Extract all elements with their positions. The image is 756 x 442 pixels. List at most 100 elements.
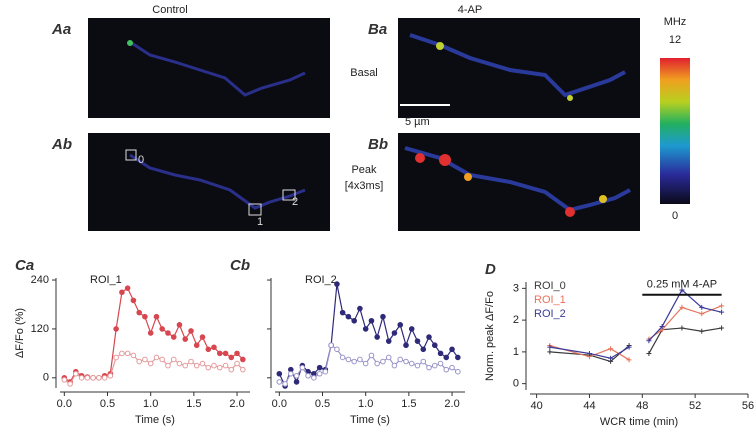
marker [136,358,142,365]
marker [368,352,375,359]
panel-label: Aa [51,21,71,38]
colorbar-max: 12 [669,34,681,46]
marker [276,379,283,385]
marker [96,375,102,381]
x-tick-label: 52 [689,400,701,412]
marker [130,297,137,304]
hotspot [436,42,444,50]
marker [626,344,632,350]
marker [397,356,404,363]
marker [679,287,685,293]
marker [147,360,154,367]
x-tick-label: 48 [636,400,648,412]
x-tick-label: 2.0 [444,398,459,410]
hotspot [127,40,133,46]
marker [362,326,369,332]
series-line [549,288,722,359]
marker [351,317,357,324]
marker [345,313,352,320]
marker [626,357,632,363]
marker [646,338,652,344]
colorbar [660,58,690,204]
x-axis-label: Time (s) [135,414,175,426]
marker [449,346,455,353]
marker [699,328,705,334]
marker [328,342,334,349]
panel-label: Cb [230,257,250,274]
series-line [279,344,459,385]
row-label: [4x3ms] [345,180,384,192]
panel-label: Ab [51,136,72,153]
y-axis-label: Norm. peak ΔF/Fo [484,291,496,381]
marker [216,350,223,357]
marker [293,372,300,379]
marker [228,366,235,373]
marker [547,344,553,350]
marker [322,368,329,375]
marker [101,375,108,381]
marker [586,350,592,356]
marker [182,362,189,369]
marker [61,377,68,383]
roi-box [282,189,296,201]
colorbar-min: 0 [672,210,678,222]
y-tick-label: 0 [43,372,49,384]
legend-entry: ROI_1 [534,294,566,306]
marker [222,350,229,357]
marker [391,362,398,369]
roi-label: 1 [257,216,263,228]
marker [136,309,142,316]
scale-bar-label: 5 µm [405,116,430,128]
colorbar-unit: MHz [664,16,687,28]
marker [339,309,346,316]
marker [351,358,357,365]
x-tick-label: 56 [742,400,754,412]
image-ba [398,18,640,118]
marker [357,305,363,312]
x-tick-label: 40 [530,400,542,412]
marker [334,346,340,353]
marker [380,358,386,365]
marker [646,350,652,356]
hotspot [567,95,573,101]
marker [188,358,194,365]
hotspot [565,207,575,217]
marker [719,303,725,309]
marker [374,334,380,340]
marker [339,354,346,361]
marker [276,370,283,377]
marker [240,366,246,373]
chart-title: ROI_1 [90,274,122,286]
series-line [63,287,244,383]
legend-entry: ROI_0 [534,280,566,292]
marker [205,364,212,371]
marker [414,338,421,344]
series-line [549,327,722,363]
roi-box [248,203,262,216]
dendrite [409,33,626,98]
marker [211,362,217,369]
marker [431,362,438,369]
dendrite [129,40,306,97]
x-tick-label: 0.5 [100,398,115,410]
marker [679,325,685,331]
marker [176,322,183,328]
image-bb [398,133,640,231]
marker [699,304,705,310]
marker [426,364,432,371]
marker [199,360,206,367]
column-title: Control [152,4,187,16]
marker [147,330,154,336]
legend-entry: ROI_2 [534,308,566,320]
marker [113,354,119,361]
marker [414,362,421,369]
marker [380,313,386,320]
y-tick-label: 0 [513,378,519,390]
hotspot [439,154,451,166]
marker [403,358,409,365]
marker [119,350,125,357]
panel-label: D [485,261,496,278]
roi-label: 2 [292,196,298,208]
marker [443,354,450,361]
marker [170,334,177,340]
